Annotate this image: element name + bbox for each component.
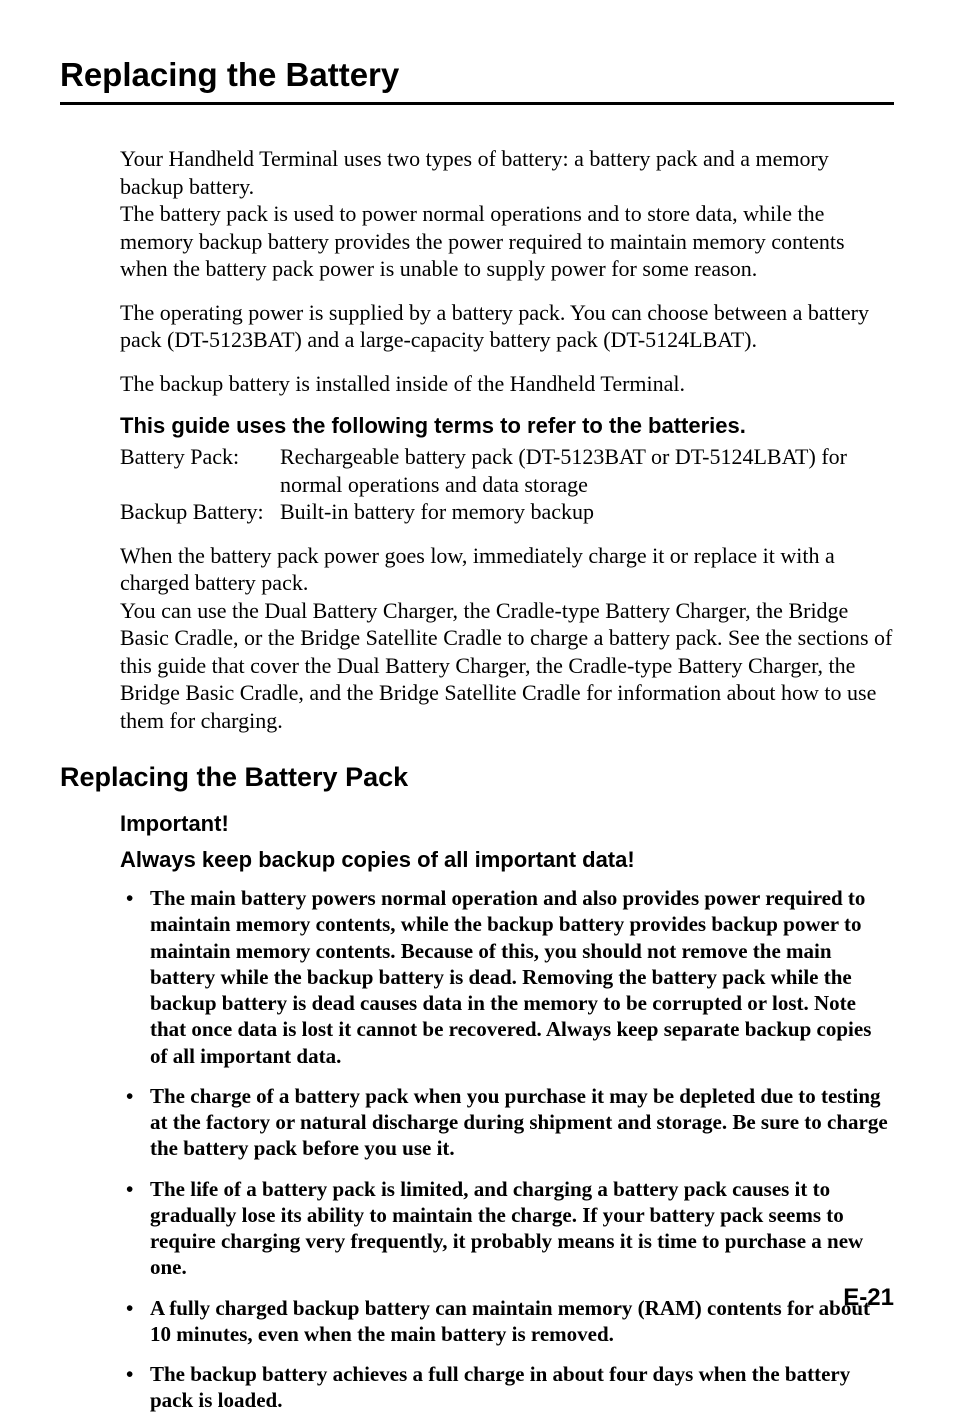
def-backup-battery: Built-in battery for memory backup (280, 498, 894, 526)
bullet-4: A fully charged backup battery can maint… (120, 1295, 894, 1348)
bullet-2: The charge of a battery pack when you pu… (120, 1083, 894, 1162)
important-bullets: The main battery powers normal operation… (120, 885, 894, 1414)
intro-p1: Your Handheld Terminal uses two types of… (120, 145, 894, 200)
section-heading: Replacing the Battery Pack (60, 762, 894, 793)
keep-copies-label: Always keep backup copies of all importa… (120, 847, 894, 873)
title-rule (60, 102, 894, 105)
intro-block: Your Handheld Terminal uses two types of… (120, 145, 894, 734)
important-label: Important! (120, 811, 894, 837)
term-battery-pack: Battery Pack: (120, 443, 280, 498)
mid-p1: When the battery pack power goes low, im… (120, 542, 894, 597)
page-number: E-21 (843, 1284, 894, 1312)
terms-table: Battery Pack: Rechargeable battery pack … (120, 443, 894, 526)
terms-heading: This guide uses the following terms to r… (120, 413, 894, 439)
bullet-3: The life of a battery pack is limited, a… (120, 1176, 894, 1281)
intro-p4: The backup battery is installed inside o… (120, 370, 894, 398)
mid-p2: You can use the Dual Battery Charger, th… (120, 597, 894, 735)
page-title: Replacing the Battery (60, 56, 894, 94)
def-battery-pack: Rechargeable battery pack (DT-5123BAT or… (280, 443, 894, 498)
intro-p3: The operating power is supplied by a bat… (120, 299, 894, 354)
term-backup-battery: Backup Battery: (120, 498, 280, 526)
bullet-1: The main battery powers normal operation… (120, 885, 894, 1069)
terms-row-1: Battery Pack: Rechargeable battery pack … (120, 443, 894, 498)
terms-row-2: Backup Battery: Built-in battery for mem… (120, 498, 894, 526)
bullet-5: The backup battery achieves a full charg… (120, 1361, 894, 1414)
intro-p2: The battery pack is used to power normal… (120, 200, 894, 283)
